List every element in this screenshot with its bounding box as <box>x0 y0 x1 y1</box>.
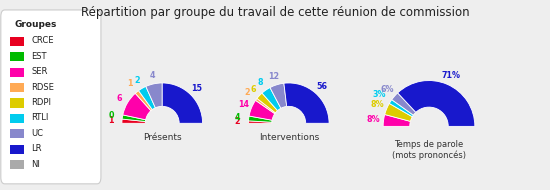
Wedge shape <box>139 86 155 110</box>
Bar <box>10 52 24 61</box>
Text: 8: 8 <box>258 78 263 87</box>
Text: Présents: Présents <box>143 133 182 142</box>
Text: 8%: 8% <box>367 115 381 124</box>
Text: 6: 6 <box>117 94 123 103</box>
Text: Groupes: Groupes <box>14 20 57 29</box>
Bar <box>10 68 24 77</box>
Wedge shape <box>162 83 202 123</box>
Text: UC: UC <box>32 129 43 138</box>
Text: 1: 1 <box>127 79 133 88</box>
Text: Temps de parole
(mots prononcés): Temps de parole (mots prononcés) <box>392 140 466 160</box>
Text: 14: 14 <box>238 100 249 109</box>
Text: 8%: 8% <box>371 101 384 109</box>
Text: RDPI: RDPI <box>32 98 52 107</box>
Wedge shape <box>257 93 278 113</box>
Text: RTLI: RTLI <box>32 113 49 123</box>
Bar <box>10 98 24 108</box>
Wedge shape <box>122 119 145 123</box>
Wedge shape <box>123 93 151 120</box>
Text: 12: 12 <box>268 72 279 81</box>
Wedge shape <box>398 81 475 126</box>
Text: 71%: 71% <box>442 70 461 80</box>
Bar <box>10 129 24 139</box>
Text: 4: 4 <box>149 71 155 80</box>
Wedge shape <box>249 121 272 123</box>
Text: 6%: 6% <box>380 85 394 94</box>
Text: 1: 1 <box>108 116 113 125</box>
Wedge shape <box>383 115 410 126</box>
Text: 4: 4 <box>235 112 240 122</box>
Bar <box>10 37 24 46</box>
Wedge shape <box>135 91 152 111</box>
Bar <box>10 160 24 169</box>
Wedge shape <box>284 83 329 123</box>
Text: Répartition par groupe du travail de cette réunion de commission: Répartition par groupe du travail de cet… <box>81 6 469 19</box>
Wedge shape <box>249 116 272 122</box>
Wedge shape <box>146 83 162 108</box>
Text: NI: NI <box>32 160 41 169</box>
Wedge shape <box>256 98 276 114</box>
Wedge shape <box>389 100 414 117</box>
Text: 0: 0 <box>108 111 114 120</box>
Text: SER: SER <box>32 67 48 76</box>
Wedge shape <box>392 93 416 115</box>
Text: CRCE: CRCE <box>32 36 54 45</box>
Text: 2: 2 <box>135 76 140 85</box>
FancyBboxPatch shape <box>1 10 101 184</box>
Text: 2: 2 <box>234 117 240 126</box>
Text: Interventions: Interventions <box>258 133 319 142</box>
Text: RDSE: RDSE <box>32 83 54 92</box>
Bar <box>10 145 24 154</box>
Wedge shape <box>249 100 275 120</box>
Text: LR: LR <box>32 144 42 153</box>
Bar <box>10 83 24 92</box>
Text: EST: EST <box>32 52 47 61</box>
Bar <box>10 114 24 123</box>
Text: 56: 56 <box>316 82 327 91</box>
Text: 15: 15 <box>191 84 202 93</box>
Text: 2: 2 <box>244 88 250 97</box>
Wedge shape <box>122 115 146 122</box>
Wedge shape <box>262 88 281 111</box>
Wedge shape <box>385 103 412 121</box>
Text: 6: 6 <box>250 85 256 94</box>
Text: 3%: 3% <box>373 90 387 99</box>
Wedge shape <box>270 83 287 108</box>
